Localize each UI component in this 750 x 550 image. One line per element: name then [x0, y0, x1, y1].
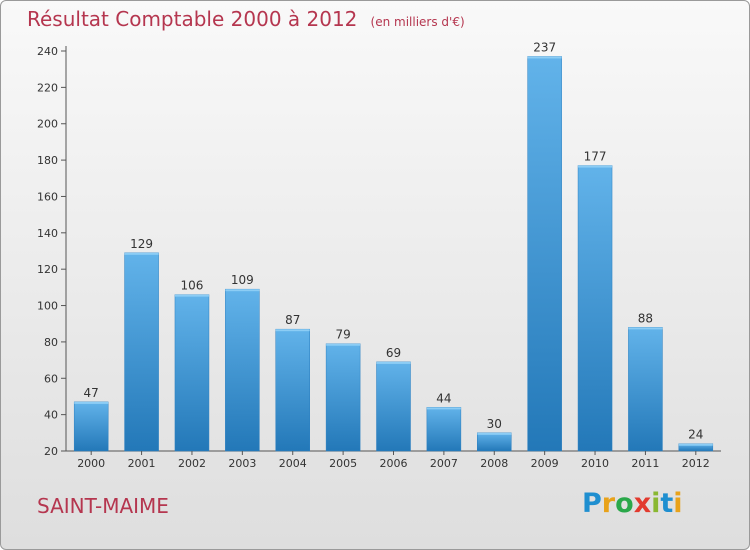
data-label: 30 [487, 417, 502, 431]
x-tick-label: 2012 [682, 457, 710, 470]
x-tick-label: 2011 [631, 457, 659, 470]
y-tick-label: 180 [37, 154, 58, 167]
bar-top-highlight [527, 56, 562, 59]
data-label: 109 [231, 273, 254, 287]
y-tick-label: 160 [37, 190, 58, 203]
bar [628, 327, 663, 452]
data-label: 106 [181, 279, 204, 293]
data-label: 129 [130, 237, 153, 251]
bar-top-highlight [74, 401, 109, 404]
proxiti-logo: Proxiti [582, 488, 683, 519]
bar [577, 165, 613, 452]
data-label: 87 [285, 313, 300, 327]
bar-top-highlight [124, 252, 159, 255]
logo-letter: r [601, 488, 616, 519]
y-tick-label: 60 [44, 372, 58, 385]
commune-name: SAINT-MAIME [37, 494, 169, 518]
x-tick-label: 2001 [128, 457, 156, 470]
bar-top-highlight [426, 407, 461, 410]
bar-top-highlight [275, 329, 310, 332]
x-tick-label: 2000 [77, 457, 105, 470]
data-label: 79 [335, 328, 350, 342]
y-tick-label: 80 [44, 336, 58, 349]
data-label: 69 [386, 346, 401, 360]
bar [325, 343, 361, 452]
y-tick-label: 40 [44, 409, 58, 422]
data-label: 237 [533, 40, 556, 54]
data-label: 88 [638, 311, 653, 325]
logo-letter: o [615, 488, 634, 519]
bar-top-highlight [578, 165, 613, 168]
logo-letter: P [582, 488, 602, 519]
bar-top-highlight [326, 343, 361, 346]
x-tick-label: 2005 [329, 457, 357, 470]
chart-unit: (en milliers d'€) [370, 15, 465, 29]
data-label: 177 [584, 150, 607, 164]
x-tick-label: 2007 [430, 457, 458, 470]
x-tick-label: 2002 [178, 457, 206, 470]
y-tick-label: 220 [37, 81, 58, 94]
x-tick-label: 2006 [380, 457, 408, 470]
logo-letter: t [660, 488, 674, 519]
x-tick-label: 2009 [531, 457, 559, 470]
y-tick-label: 120 [37, 263, 58, 276]
bar-top-highlight [477, 432, 512, 435]
x-tick-label: 2010 [581, 457, 609, 470]
bar [527, 56, 562, 452]
y-tick-label: 140 [37, 227, 58, 240]
bar-top-highlight [376, 361, 411, 364]
y-tick-label: 200 [37, 118, 58, 131]
bar-top-highlight [628, 327, 663, 330]
logo-letter: i [673, 488, 683, 519]
data-label: 47 [84, 386, 99, 400]
bar-top-highlight [174, 294, 209, 297]
bar [124, 252, 159, 452]
chart-title: Résultat Comptable 2000 à 2012 [27, 7, 358, 31]
logo-letter: i [651, 488, 661, 519]
bar-top-highlight [225, 289, 260, 292]
y-tick-label: 240 [37, 45, 58, 58]
data-label: 44 [436, 391, 451, 405]
data-label: 24 [688, 428, 703, 442]
bar [376, 361, 411, 452]
y-tick-label: 100 [37, 300, 58, 313]
chart-title-block: Résultat Comptable 2000 à 2012 (en milli… [27, 7, 465, 31]
bar [73, 401, 109, 452]
x-tick-label: 2008 [480, 457, 508, 470]
x-tick-label: 2003 [228, 457, 256, 470]
x-tick-label: 2004 [279, 457, 307, 470]
bar [225, 288, 260, 452]
bar [426, 407, 462, 452]
y-tick-label: 20 [44, 445, 58, 458]
bar [477, 432, 512, 452]
bar [174, 294, 210, 452]
logo-letter: x [633, 488, 652, 519]
bar-top-highlight [678, 443, 713, 446]
bar [275, 328, 310, 452]
